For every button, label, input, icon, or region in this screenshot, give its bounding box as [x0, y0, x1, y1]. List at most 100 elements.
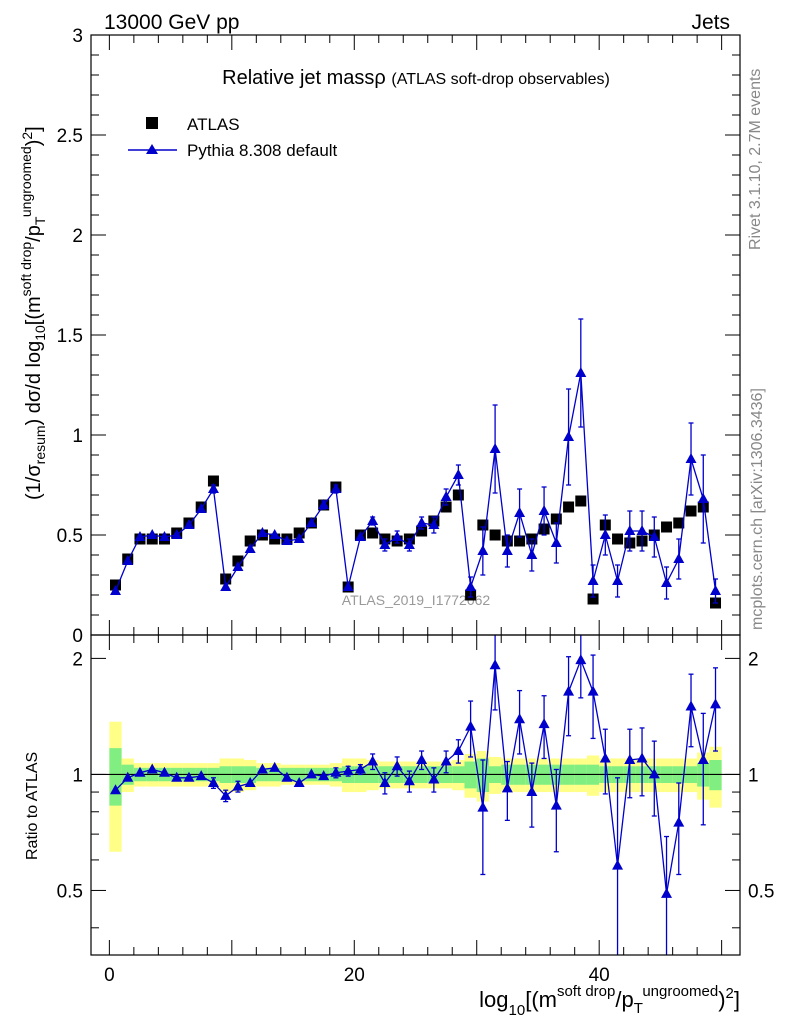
ratio-mc-point [232, 780, 244, 791]
ratio-mc-point [477, 801, 489, 812]
ratio-mc-point [134, 766, 146, 777]
mc-point [550, 537, 562, 547]
atlas-point [685, 505, 697, 517]
mc-point [465, 581, 477, 591]
mc-point [367, 515, 379, 525]
mc-point [305, 517, 317, 527]
beam-label: 13000 GeV pp [104, 11, 239, 34]
mc-point [710, 585, 722, 595]
mc-line [114, 372, 717, 592]
main-panel: 0 0.5 1 1.5 2 2.5 3 Relative jet massρ (ATLAS … [18, 26, 741, 647]
ratio-mc-point [391, 760, 403, 771]
mc-point [501, 545, 513, 555]
ratio-mc-point [269, 761, 281, 772]
mc-point [587, 575, 599, 585]
ratio-mc-point [342, 765, 354, 776]
mc-point [636, 525, 648, 535]
legend-atlas-label: ATLAS [187, 115, 240, 134]
atlas-point [440, 501, 452, 513]
mc-point [158, 531, 170, 541]
ratio-mc-point [256, 763, 268, 774]
mc-point [281, 535, 293, 545]
rivet-version-label: Rivet 3.1.10, 2.7M events [747, 69, 764, 250]
y-tick-label: 2 [72, 226, 83, 247]
ratio-mc-point [452, 745, 464, 756]
atlas-point [244, 535, 256, 547]
ratio-mc-point [575, 654, 587, 665]
mc-point [428, 519, 440, 529]
x-tick-label: 20 [344, 965, 365, 986]
atlas-point [661, 521, 673, 533]
analysis-watermark: ATLAS_2019_I1772062 [342, 592, 491, 608]
mc-point [220, 581, 232, 591]
atlas-point [367, 527, 379, 539]
plot-title-main: Relative jet massρ [222, 67, 386, 89]
mc-point [673, 553, 685, 563]
ratio-mc-point [526, 786, 538, 797]
ratio-mc-point [710, 698, 722, 709]
atlas-point [207, 475, 219, 487]
ratio-mc-point [648, 768, 660, 779]
mc-point [183, 519, 195, 529]
atlas-point [416, 525, 428, 537]
ratio-y-tick-label: 1 [72, 765, 83, 786]
mc-point [269, 529, 281, 539]
mc-point [416, 517, 428, 527]
mc-point [232, 561, 244, 571]
ratio-mc-point [661, 887, 673, 898]
ratio-mc-point [636, 752, 648, 763]
atlas-point [575, 495, 587, 507]
ratio-mc-point [244, 777, 256, 788]
ratio-mc-point [293, 777, 305, 788]
mc-point [526, 549, 538, 559]
main-axis-ticks: 0 0.5 1 1.5 2 2.5 3 [57, 26, 740, 647]
ratio-mc-point [220, 789, 232, 800]
ratio-y-tick-label: 1 [748, 765, 759, 786]
ratio-mc-point [489, 659, 501, 670]
main-data-layer [109, 318, 722, 609]
mc-point [171, 529, 183, 539]
ratio-y-axis-label: Ratio to ATLAS [24, 752, 41, 860]
plot-title-sub: (ATLAS soft-drop observables) [391, 71, 609, 88]
ratio-mc-point [379, 777, 391, 788]
mc-point [354, 531, 366, 541]
mc-point [661, 577, 673, 587]
mc-point [391, 531, 403, 541]
ratio-mc-point [367, 755, 379, 766]
mc-point [440, 491, 452, 501]
mc-point [134, 531, 146, 541]
mc-point [563, 431, 575, 441]
ratio-y-tick-label: 0.5 [748, 881, 774, 902]
ratio-y-tick-label: 2 [72, 649, 83, 670]
ratio-mc-point [305, 768, 317, 779]
atlas-point [612, 533, 624, 545]
mc-point [697, 493, 709, 503]
mc-point [379, 539, 391, 549]
ratio-mc-point [697, 753, 709, 764]
plot-title: Relative jet massρ (ATLAS soft-drop obse… [222, 67, 610, 89]
ratio-mc-point [183, 771, 195, 782]
ratio-mc-point [158, 766, 170, 777]
ratio-mc-point [538, 718, 550, 729]
ratio-band-inner [709, 759, 722, 791]
ratio-mc-point [146, 763, 158, 774]
ratio-mc-point [330, 766, 342, 777]
ratio-data-layer [91, 635, 740, 955]
ratio-mc-point [673, 816, 685, 827]
ratio-mc-point [465, 720, 477, 731]
atlas-point [452, 489, 464, 501]
mc-point [685, 453, 697, 463]
mc-point [330, 483, 342, 493]
ratio-y-tick-label: 0.5 [57, 881, 83, 902]
atlas-point [477, 519, 489, 531]
ratio-band-inner [109, 748, 122, 806]
atlas-point [587, 593, 599, 605]
x-axis-label: log10[(msoft drop/pTungroomed)2] [479, 983, 740, 1019]
atlas-point [550, 513, 562, 525]
legend-atlas-marker [146, 117, 158, 129]
mc-point [195, 503, 207, 513]
mc-point [293, 533, 305, 543]
mc-point [403, 539, 415, 549]
mc-point [538, 505, 550, 515]
ratio-mc-point [416, 753, 428, 764]
